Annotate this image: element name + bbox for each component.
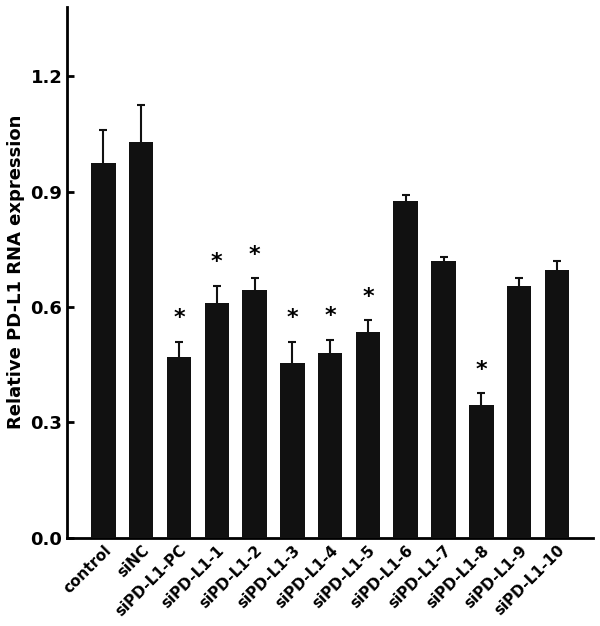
Bar: [129, 141, 154, 538]
Text: *: *: [173, 308, 185, 328]
Bar: [242, 290, 267, 538]
Bar: [356, 332, 380, 538]
Bar: [205, 303, 229, 538]
Text: *: *: [287, 308, 298, 328]
Text: *: *: [249, 245, 260, 265]
Text: *: *: [211, 252, 223, 272]
Text: *: *: [475, 360, 487, 380]
Bar: [318, 353, 343, 538]
Bar: [394, 201, 418, 538]
Bar: [167, 357, 191, 538]
Y-axis label: Relative PD-L1 RNA expression: Relative PD-L1 RNA expression: [7, 115, 25, 429]
Text: *: *: [325, 306, 336, 326]
Bar: [280, 362, 305, 538]
Bar: [431, 261, 456, 538]
Bar: [507, 285, 532, 538]
Bar: [91, 163, 116, 538]
Text: *: *: [362, 287, 374, 307]
Bar: [469, 405, 494, 538]
Bar: [545, 270, 569, 538]
